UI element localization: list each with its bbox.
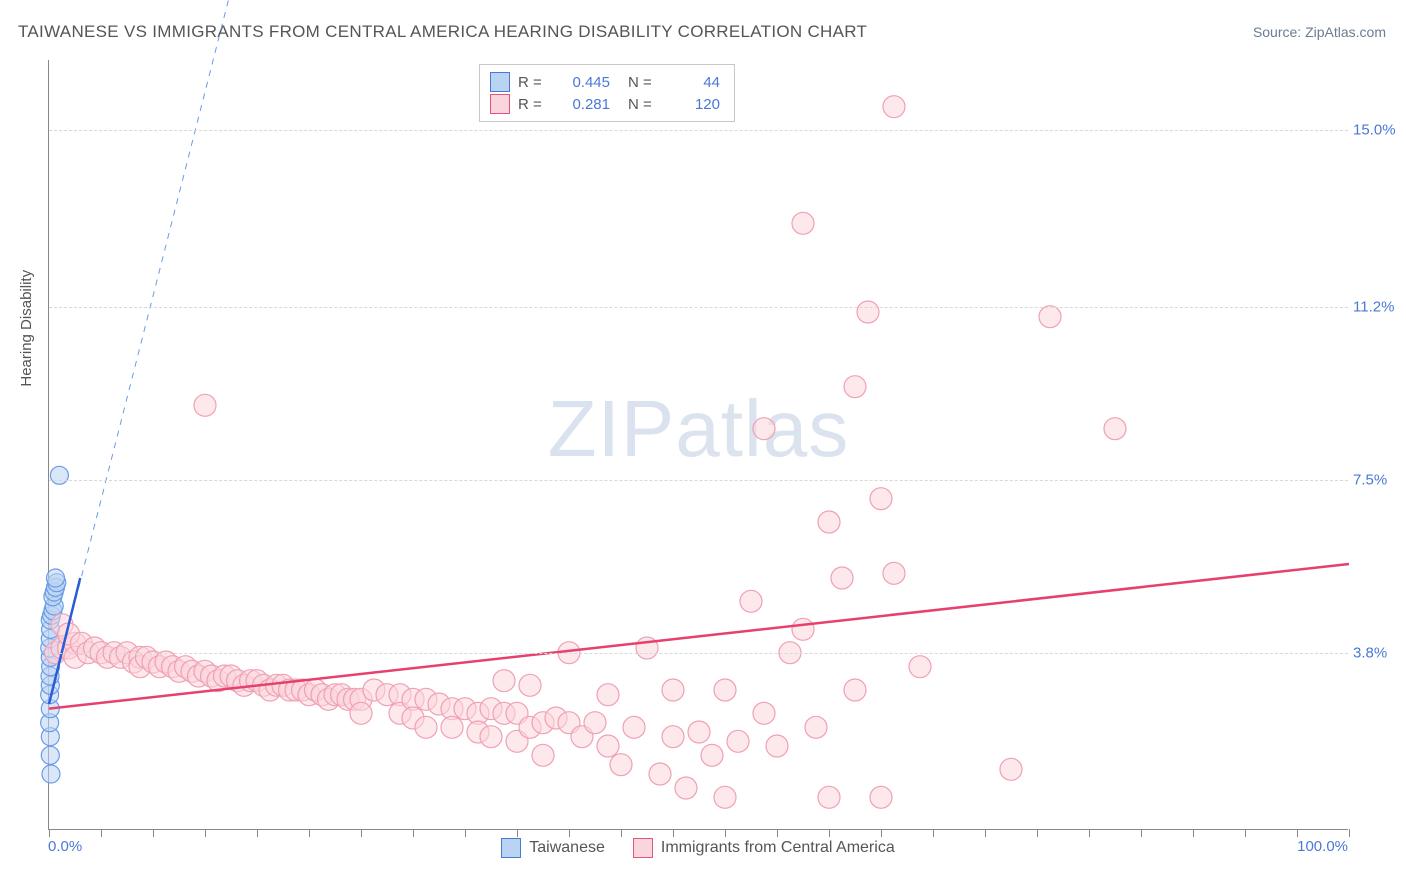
data-point [662, 679, 684, 701]
data-point [1000, 758, 1022, 780]
x-tick [465, 829, 466, 837]
x-tick [1193, 829, 1194, 837]
x-tick [1141, 829, 1142, 837]
x-tick [101, 829, 102, 837]
data-point [844, 679, 866, 701]
x-tick [309, 829, 310, 837]
data-point [727, 730, 749, 752]
y-tick-label: 15.0% [1353, 122, 1403, 139]
source-link[interactable]: ZipAtlas.com [1305, 24, 1386, 40]
data-point [519, 674, 541, 696]
data-point [883, 96, 905, 118]
data-point [870, 488, 892, 510]
data-point [688, 721, 710, 743]
x-tick [881, 829, 882, 837]
gridline [49, 130, 1348, 131]
gridline [49, 653, 1348, 654]
data-point [532, 744, 554, 766]
x-tick [1297, 829, 1298, 837]
legend-swatch [501, 838, 521, 858]
x-tick [1089, 829, 1090, 837]
chart-title: TAIWANESE VS IMMIGRANTS FROM CENTRAL AME… [18, 22, 867, 42]
data-point [610, 754, 632, 776]
data-point [47, 569, 65, 587]
data-point [41, 746, 59, 764]
x-tick [725, 829, 726, 837]
x-tick [205, 829, 206, 837]
data-point [753, 418, 775, 440]
x-tick [1349, 829, 1350, 837]
data-point [870, 786, 892, 808]
x-tick [829, 829, 830, 837]
legend-label: Taiwanese [529, 839, 605, 857]
x-tick [49, 829, 50, 837]
data-point [818, 786, 840, 808]
legend-item: Taiwanese [501, 838, 605, 858]
data-point [1039, 306, 1061, 328]
data-point [753, 702, 775, 724]
data-point [740, 590, 762, 612]
plot-svg [49, 60, 1348, 829]
x-tick [985, 829, 986, 837]
x-tick [673, 829, 674, 837]
scatter-plot-area: ZIPatlas R =0.445N =44R =0.281N =120 3.8… [48, 60, 1348, 830]
x-tick [413, 829, 414, 837]
y-tick-label: 7.5% [1353, 472, 1403, 489]
trend-line [49, 564, 1349, 709]
x-tick [1245, 829, 1246, 837]
data-point [857, 301, 879, 323]
data-point [42, 765, 60, 783]
data-point [597, 735, 619, 757]
series-legend: Taiwanese Immigrants from Central America [48, 838, 1348, 863]
legend-label: Immigrants from Central America [661, 839, 895, 857]
gridline [49, 307, 1348, 308]
data-point [766, 735, 788, 757]
x-tick [257, 829, 258, 837]
x-tick [621, 829, 622, 837]
y-axis-title: Hearing Disability [18, 270, 35, 387]
y-tick-label: 11.2% [1353, 299, 1403, 316]
data-point [792, 618, 814, 640]
data-point [831, 567, 853, 589]
data-point [909, 656, 931, 678]
data-point [649, 763, 671, 785]
data-point [883, 562, 905, 584]
data-point [818, 511, 840, 533]
y-tick-label: 3.8% [1353, 644, 1403, 661]
source-attribution: Source: ZipAtlas.com [1253, 24, 1386, 40]
data-point [493, 670, 515, 692]
x-tick [777, 829, 778, 837]
source-label: Source: [1253, 24, 1305, 40]
data-point [597, 684, 619, 706]
data-point [714, 679, 736, 701]
data-point [441, 716, 463, 738]
legend-swatch [633, 838, 653, 858]
data-point [714, 786, 736, 808]
gridline [49, 480, 1348, 481]
x-tick [569, 829, 570, 837]
data-point [584, 712, 606, 734]
data-point [350, 702, 372, 724]
data-point [480, 726, 502, 748]
x-tick [1037, 829, 1038, 837]
data-point [194, 394, 216, 416]
data-point [623, 716, 645, 738]
data-point [792, 212, 814, 234]
legend-item: Immigrants from Central America [633, 838, 895, 858]
data-point [662, 726, 684, 748]
x-tick [933, 829, 934, 837]
data-point [675, 777, 697, 799]
x-tick [361, 829, 362, 837]
x-tick [517, 829, 518, 837]
data-point [805, 716, 827, 738]
data-point [1104, 418, 1126, 440]
data-point [844, 376, 866, 398]
x-tick [153, 829, 154, 837]
data-point [415, 716, 437, 738]
data-point [50, 466, 68, 484]
data-point [701, 744, 723, 766]
